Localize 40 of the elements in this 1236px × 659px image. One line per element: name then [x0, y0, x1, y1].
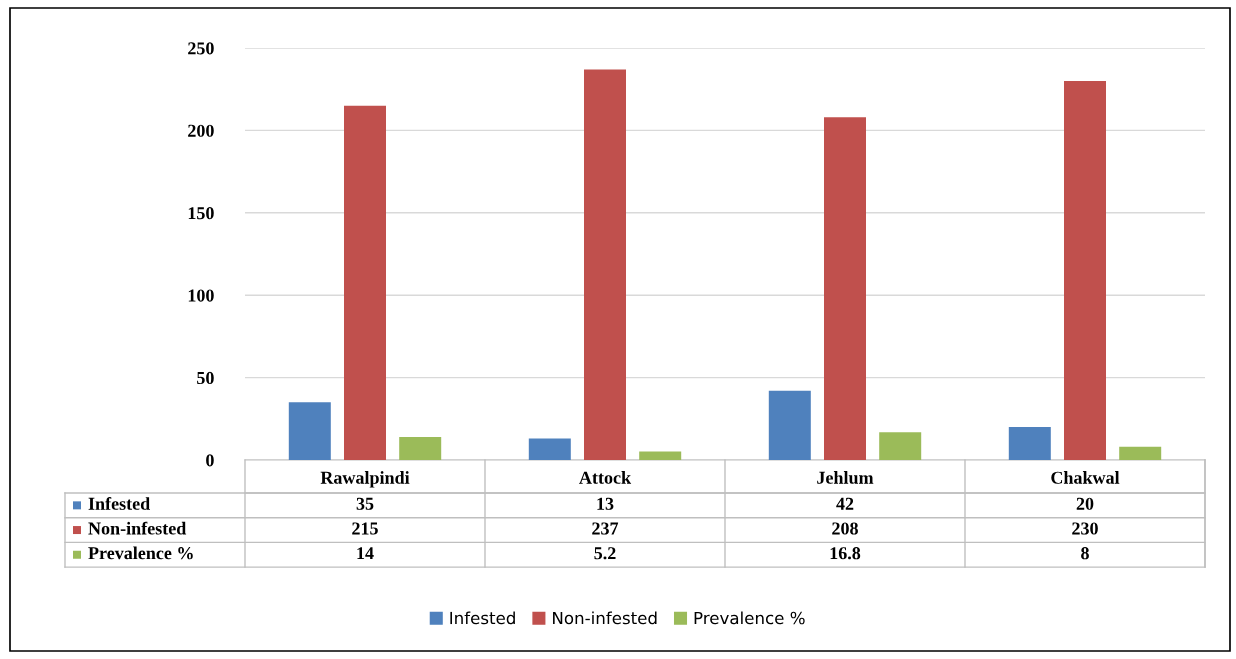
data-label: 230	[1072, 522, 1098, 535]
legend-label: Non-infested	[553, 611, 657, 625]
data-label: 20	[1076, 497, 1094, 510]
data-label: 42	[836, 497, 854, 510]
data-label: 8	[1081, 547, 1089, 560]
text: Non-infested	[88, 521, 187, 535]
bar	[639, 451, 682, 460]
text: Infested	[450, 611, 515, 625]
data-label: 208	[832, 522, 858, 535]
y-tick-label: 200	[188, 124, 214, 137]
data-label: 215	[352, 522, 378, 535]
data-label: 35	[356, 497, 374, 510]
text: Prevalence %	[88, 546, 193, 560]
x-tick-label: Chakwal	[1051, 471, 1120, 484]
bar	[288, 402, 331, 460]
data-label: 16.8	[830, 547, 861, 560]
bar	[1008, 427, 1051, 460]
x-tick-label: Jehlum	[817, 471, 874, 484]
x-tick-label: Rawalpindi	[320, 471, 410, 488]
y-tick-label: 0	[206, 454, 214, 467]
data-label: 13	[597, 497, 614, 510]
y-tick-label: 100	[188, 289, 214, 302]
bar	[344, 105, 386, 460]
bar	[399, 436, 442, 460]
bar	[879, 432, 922, 460]
bar	[1064, 80, 1106, 460]
bar	[584, 69, 626, 460]
y-tick-label: 50	[197, 371, 214, 385]
x-tick-label: Attock	[579, 471, 632, 484]
data-label: 14	[357, 547, 374, 560]
y-tick-label: 250	[188, 42, 214, 55]
data-label: 237	[592, 522, 619, 535]
bar	[528, 438, 571, 460]
bar	[768, 390, 811, 460]
legend-label: Prevalence %	[694, 611, 805, 625]
data-label: 5.2	[594, 547, 616, 560]
bar	[824, 117, 866, 460]
y-tick-label: 150	[188, 207, 214, 220]
bar	[1119, 446, 1162, 460]
legend-label: Infested	[88, 496, 150, 510]
